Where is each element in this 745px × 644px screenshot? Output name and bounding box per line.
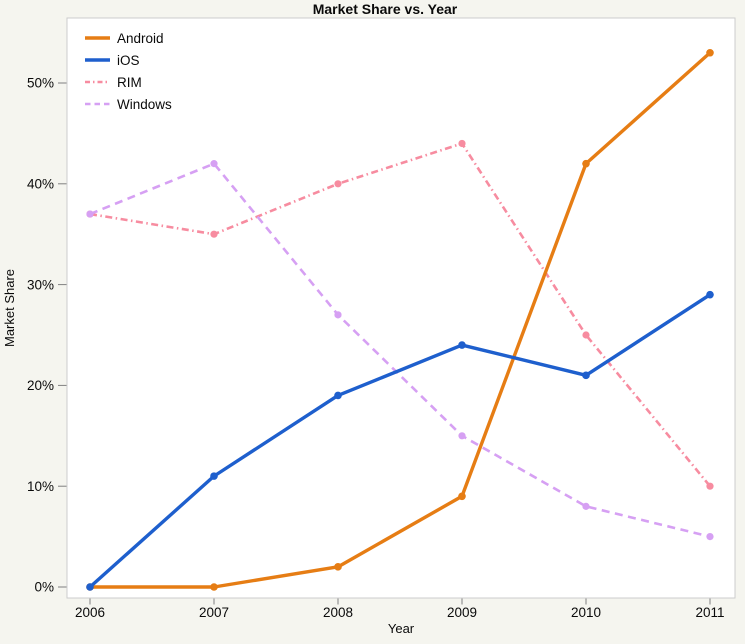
data-point-ios-2007 bbox=[210, 472, 218, 480]
data-point-rim-2011 bbox=[706, 482, 714, 490]
data-point-android-2007 bbox=[210, 583, 218, 591]
data-point-rim-2007 bbox=[210, 230, 218, 238]
x-tick-label: 2009 bbox=[447, 605, 477, 620]
data-point-ios-2008 bbox=[334, 391, 342, 400]
y-tick-label: 30% bbox=[27, 277, 54, 292]
data-point-ios-2010 bbox=[582, 371, 590, 380]
data-point-ios-2011 bbox=[706, 290, 714, 299]
x-tick-label: 2006 bbox=[75, 605, 105, 620]
chart-title: Market Share vs. Year bbox=[313, 1, 458, 17]
y-axis-title: Market Share bbox=[2, 269, 17, 347]
data-point-rim-2008 bbox=[334, 180, 342, 188]
y-axis-ticks: 0% 10% 20% 30% 40% 50% bbox=[27, 76, 67, 595]
x-tick-label: 2008 bbox=[323, 605, 353, 620]
y-tick-label: 20% bbox=[27, 378, 54, 393]
data-point-rim-2010 bbox=[582, 331, 590, 339]
x-tick-label: 2010 bbox=[571, 605, 601, 620]
legend-item-ios: iOS bbox=[85, 53, 140, 68]
data-point-android-2009 bbox=[458, 492, 466, 501]
legend-label: Android bbox=[117, 31, 164, 46]
data-point-android-2011 bbox=[706, 48, 714, 57]
data-point-rim-2009 bbox=[458, 139, 466, 148]
x-axis-title: Year bbox=[388, 621, 415, 636]
data-point-android-2010 bbox=[582, 159, 590, 168]
legend: Android iOS RIM Windows bbox=[85, 31, 172, 112]
data-point-windows-2008 bbox=[334, 311, 342, 319]
series-line-rim bbox=[89, 142, 712, 488]
data-point-windows-2006 bbox=[86, 210, 94, 218]
data-point-windows-2011 bbox=[706, 533, 714, 541]
plot-area bbox=[66, 17, 736, 599]
y-tick-label: 0% bbox=[34, 580, 54, 595]
y-tick-label: 50% bbox=[27, 76, 54, 91]
x-axis-ticks: 2006 2007 2008 2009 2010 2011 bbox=[75, 598, 725, 620]
data-point-ios-2009 bbox=[458, 341, 466, 349]
data-point-windows-2010 bbox=[582, 502, 590, 510]
data-point-ios-2006 bbox=[86, 583, 94, 591]
series-line-android bbox=[90, 51, 712, 589]
series-line-ios bbox=[88, 293, 711, 589]
series-lines bbox=[86, 48, 714, 591]
series-line-windows bbox=[89, 162, 711, 538]
legend-label: RIM bbox=[117, 75, 142, 90]
legend-label: iOS bbox=[117, 53, 140, 68]
legend-item-rim: RIM bbox=[85, 75, 142, 90]
x-tick-label: 2011 bbox=[695, 605, 724, 620]
legend-item-android: Android bbox=[85, 31, 164, 46]
legend-label: Windows bbox=[117, 97, 172, 112]
data-point-windows-2009 bbox=[458, 432, 466, 440]
legend-item-windows: Windows bbox=[85, 97, 172, 112]
y-tick-label: 10% bbox=[27, 479, 54, 494]
y-tick-label: 40% bbox=[27, 177, 54, 192]
x-tick-label: 2007 bbox=[199, 605, 229, 620]
data-point-windows-2007 bbox=[210, 160, 218, 168]
data-point-android-2008 bbox=[334, 563, 342, 571]
